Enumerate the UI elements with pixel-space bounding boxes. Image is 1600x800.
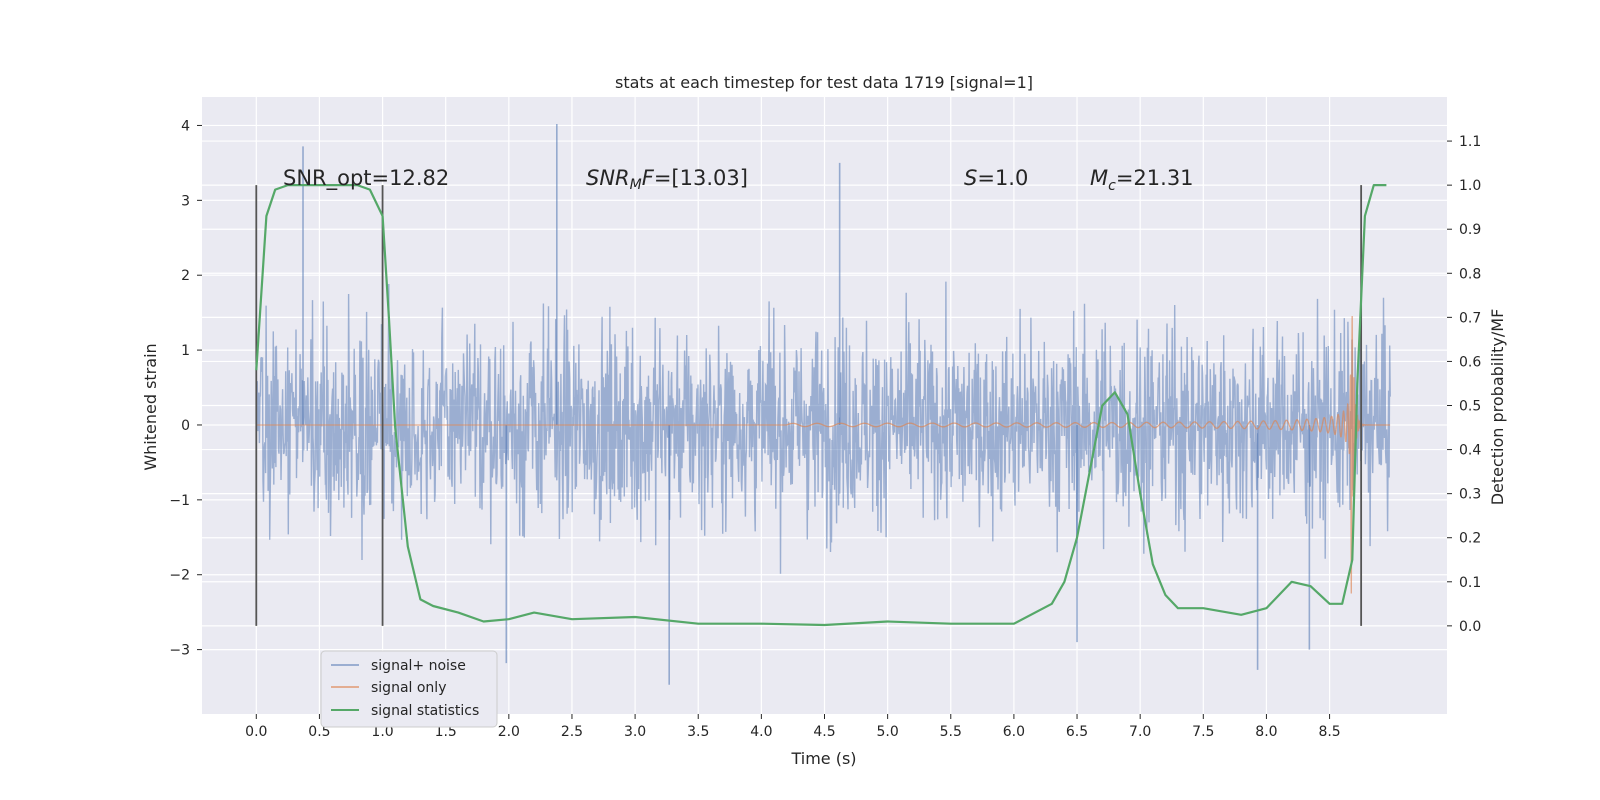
x-tick-label-7: 3.5 xyxy=(687,724,709,740)
x-tick-label-5: 2.5 xyxy=(561,724,583,740)
y-right-tick-label-9: 0.2 xyxy=(1459,531,1481,547)
y-left-tick-label-5: −1 xyxy=(169,493,190,509)
y-left-tick-label-7: −3 xyxy=(169,643,190,659)
y-right-tick-label-1: 1.0 xyxy=(1459,178,1481,194)
vertical-markers xyxy=(255,185,1363,626)
y-left-tick-label-2: 2 xyxy=(181,268,190,284)
y-axis-left-ticks: 4 3 2 1 0 −1 −2 −3 xyxy=(169,118,202,659)
x-tick-label-0: 0.0 xyxy=(245,724,267,740)
annotation-mc-value: =21.31 xyxy=(1116,166,1194,190)
y-left-tick-label-6: −2 xyxy=(169,568,190,584)
y-axis-right-ticks: 1.1 1.0 0.9 0.8 0.7 0.6 0.5 0.4 0.3 0.2 0.1 0.0 xyxy=(1447,134,1481,635)
annotation-mc: Mc=21.31 xyxy=(1090,166,1194,194)
legend-label-stats: signal statistics xyxy=(371,703,479,719)
y-right-tick-label-3: 0.8 xyxy=(1459,266,1481,282)
legend-label-noise: signal+ noise xyxy=(371,658,466,674)
legend-label-signal: signal only xyxy=(371,680,446,696)
annotation-s: S=1.0 xyxy=(964,166,1028,190)
x-tick-label-1: 0.5 xyxy=(308,724,330,740)
noise-trace xyxy=(255,281,1391,574)
y-right-tick-label-6: 0.5 xyxy=(1459,399,1481,415)
x-tick-label-12: 6.0 xyxy=(1003,724,1025,740)
x-axis-label: Time (s) xyxy=(790,749,856,768)
y-right-tick-label-5: 0.6 xyxy=(1459,354,1481,370)
y-left-tick-label-3: 1 xyxy=(181,343,190,359)
x-tick-label-2: 1.0 xyxy=(371,724,393,740)
signal-statistics-series xyxy=(255,184,1387,627)
y-right-tick-label-8: 0.3 xyxy=(1459,487,1481,503)
chart-title: stats at each timestep for test data 171… xyxy=(615,73,1033,92)
y-axis-label: Whitened strain xyxy=(141,343,160,470)
signal-only-trace xyxy=(256,315,1391,594)
x-tick-label-6: 3.0 xyxy=(624,724,646,740)
x-tick-label-10: 5.0 xyxy=(877,724,899,740)
x-tick-label-8: 4.0 xyxy=(750,724,772,740)
x-tick-label-13: 6.5 xyxy=(1066,724,1088,740)
x-tick-label-9: 4.5 xyxy=(813,724,835,740)
x-axis-ticks: 0.0 0.5 1.0 1.5 2.0 2.5 3.0 3.5 4.0 4.5 5.0 5.5 6.0 6… xyxy=(245,714,1341,740)
y-right-tick-label-2: 0.9 xyxy=(1459,222,1481,238)
annotation-snr-mf-value: =[13.03] xyxy=(654,166,748,190)
y-right-tick-label-4: 0.7 xyxy=(1459,310,1481,326)
y-right-tick-label-10: 0.1 xyxy=(1459,575,1481,591)
signal-statistics-line xyxy=(255,184,1387,627)
y-right-tick-label-11: 0.0 xyxy=(1459,619,1481,635)
y-axis-right-label: Detection probability/MF xyxy=(1488,309,1507,506)
y-left-tick-label-1: 3 xyxy=(181,193,190,209)
y-right-tick-label-7: 0.4 xyxy=(1459,443,1481,459)
x-tick-label-16: 8.0 xyxy=(1255,724,1277,740)
y-left-tick-label-4: 0 xyxy=(181,418,190,434)
x-tick-label-3: 1.5 xyxy=(435,724,457,740)
legend-box xyxy=(320,650,498,728)
signal-only-series xyxy=(256,315,1391,594)
x-tick-label-15: 7.5 xyxy=(1192,724,1214,740)
x-tick-label-4: 2.0 xyxy=(498,724,520,740)
x-tick-label-11: 5.5 xyxy=(940,724,962,740)
annotation-snr-opt: SNR_opt=12.82 xyxy=(283,166,449,191)
annotation-s-value: =1.0 xyxy=(977,166,1028,190)
x-tick-label-14: 7.0 xyxy=(1129,724,1151,740)
annotation-snr-mf: SNRMF=[13.03] xyxy=(586,166,748,193)
signal-noise-series xyxy=(255,123,1391,685)
y-left-tick-label-0: 4 xyxy=(181,118,190,134)
legend: signal+ noise signal only signal statist… xyxy=(320,650,498,728)
x-tick-label-17: 8.5 xyxy=(1318,724,1340,740)
y-right-tick-label-0: 1.1 xyxy=(1459,134,1481,150)
